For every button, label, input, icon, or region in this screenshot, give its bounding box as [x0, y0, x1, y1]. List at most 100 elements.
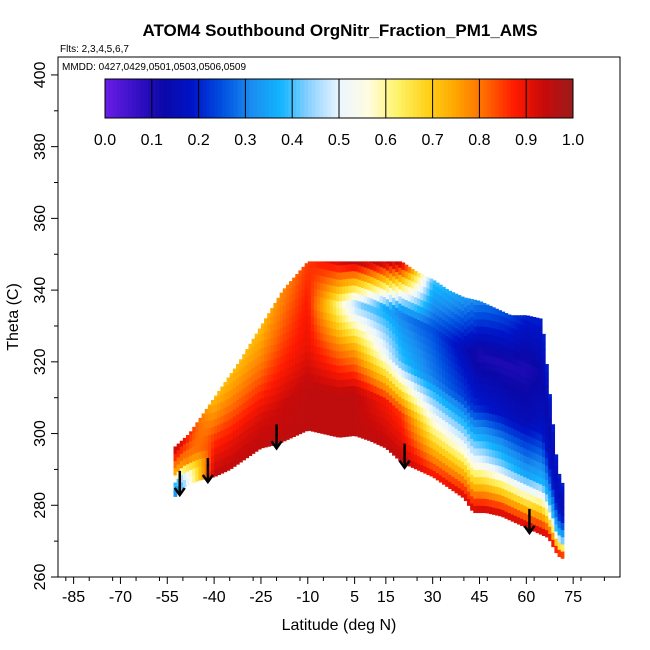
- heatmap-cell: [523, 369, 527, 377]
- heatmap-cell: [470, 366, 474, 375]
- heatmap-cell: [417, 412, 421, 421]
- heatmap-cell: [407, 293, 412, 302]
- heatmap-cell: [545, 508, 549, 516]
- heatmap-cell: [541, 391, 546, 400]
- heatmap-cell: [495, 342, 499, 351]
- heatmap-cell: [335, 307, 340, 316]
- heatmap-cell: [267, 317, 271, 325]
- heatmap-cell: [367, 354, 371, 362]
- heatmap-cell: [354, 321, 359, 329]
- heatmap-cell: [301, 324, 306, 333]
- heatmap-cell: [367, 325, 371, 334]
- heatmap-cell: [285, 284, 290, 290]
- heatmap-cell: [404, 457, 409, 465]
- heatmap-cell: [376, 351, 381, 359]
- heatmap-cell: [229, 382, 234, 391]
- heatmap-cell: [242, 409, 246, 418]
- heatmap-cell: [207, 413, 212, 421]
- heatmap-cell: [385, 348, 390, 357]
- colorbar-swatch: [136, 79, 141, 118]
- heatmap-cell: [207, 420, 212, 429]
- heatmap-cell: [507, 490, 512, 499]
- heatmap-cell: [245, 443, 250, 451]
- heatmap-cell: [407, 422, 412, 431]
- heatmap-cell: [404, 342, 409, 351]
- heatmap-cell: [176, 478, 181, 487]
- heatmap-cell: [413, 375, 418, 384]
- heatmap-cell: [501, 394, 506, 403]
- heatmap-cell: [460, 425, 465, 434]
- heatmap-cell: [442, 355, 446, 363]
- heatmap-cell: [507, 369, 512, 377]
- heatmap-cell: [276, 307, 281, 316]
- heatmap-cell: [367, 397, 371, 405]
- heatmap-cell: [292, 422, 296, 430]
- heatmap-cell: [360, 261, 365, 267]
- heatmap-cell: [457, 444, 462, 453]
- heatmap-cell: [532, 344, 537, 353]
- heatmap-cell: [264, 346, 268, 355]
- heatmap-cell: [401, 398, 406, 407]
- heatmap-cell: [295, 384, 300, 393]
- heatmap-cell: [295, 320, 300, 328]
- heatmap-cell: [417, 434, 421, 443]
- heatmap-cell: [314, 417, 318, 426]
- heatmap-cell: [523, 354, 527, 363]
- heatmap-cell: [298, 419, 303, 427]
- heatmap-cell: [513, 393, 518, 402]
- heatmap-cell: [545, 529, 549, 538]
- heatmap-cell: [429, 353, 434, 362]
- heatmap-cell: [423, 465, 428, 474]
- heatmap-cell: [335, 336, 340, 345]
- heatmap-cell: [332, 407, 337, 416]
- heatmap-cell: [335, 322, 340, 330]
- heatmap-cell: [392, 304, 396, 313]
- heatmap-cell: [541, 333, 546, 336]
- heatmap-cell: [495, 308, 499, 315]
- heatmap-cell: [382, 339, 387, 348]
- heatmap-cell: [285, 324, 290, 333]
- heatmap-cell: [382, 353, 387, 362]
- heatmap-cell: [379, 417, 384, 425]
- heatmap-cell: [532, 394, 537, 403]
- heatmap-cell: [295, 298, 300, 307]
- heatmap-cell: [376, 415, 381, 424]
- heatmap-cell: [432, 448, 437, 457]
- heatmap-cell: [357, 293, 362, 302]
- heatmap-cell: [404, 320, 409, 329]
- heatmap-cell: [473, 376, 477, 384]
- heatmap-cell: [498, 386, 502, 395]
- colorbar-swatch: [456, 79, 461, 118]
- heatmap-cell: [504, 381, 509, 390]
- heatmap-cell: [207, 456, 212, 464]
- heatmap-cell: [491, 399, 496, 408]
- heatmap-cell: [417, 283, 421, 292]
- heatmap-cell: [457, 351, 462, 360]
- heatmap-cell: [423, 401, 428, 410]
- heatmap-cell: [495, 421, 499, 430]
- heatmap-cell: [351, 320, 356, 329]
- heatmap-cell: [445, 450, 449, 459]
- heatmap-cell: [376, 429, 381, 438]
- heatmap-cell: [339, 300, 343, 309]
- heatmap-cell: [326, 284, 331, 292]
- heatmap-cell: [529, 457, 534, 466]
- heatmap-cell: [320, 304, 324, 312]
- heatmap-cell: [382, 389, 387, 398]
- heatmap-cell: [357, 350, 362, 359]
- heatmap-cell: [532, 423, 537, 432]
- heatmap-cell: [448, 330, 452, 339]
- heatmap-cell: [407, 286, 412, 295]
- heatmap-cell: [273, 365, 278, 374]
- heatmap-cell: [532, 373, 537, 382]
- heatmap-cell: [382, 361, 387, 369]
- heatmap-cell: [342, 329, 346, 337]
- heatmap-cell: [273, 329, 278, 338]
- heatmap-cell: [395, 386, 399, 394]
- heatmap-cell: [301, 403, 306, 412]
- heatmap-cell: [482, 318, 487, 327]
- heatmap-cell: [504, 396, 509, 405]
- heatmap-cell: [407, 451, 412, 460]
- heatmap-cell: [329, 392, 334, 401]
- heatmap-cell: [360, 373, 365, 382]
